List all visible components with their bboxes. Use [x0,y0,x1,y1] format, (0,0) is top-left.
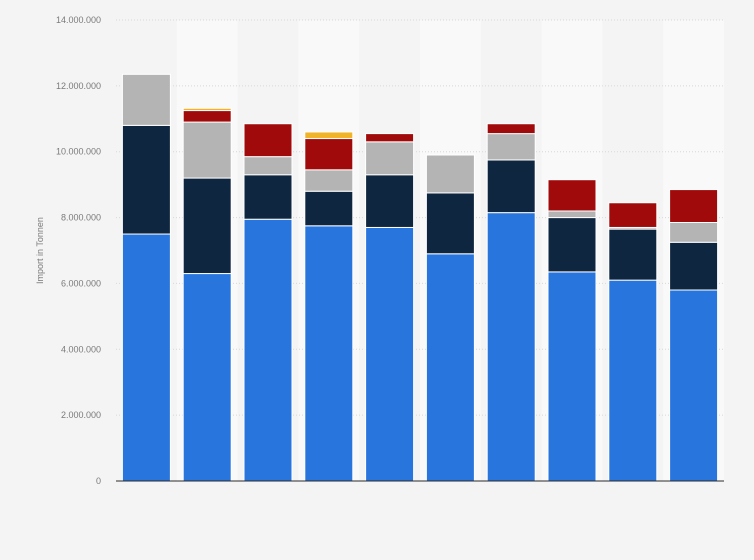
bar-7-segment-2[interactable] [486,159,536,214]
bar-8-segment-4[interactable] [547,179,597,212]
bar-5-segment-4[interactable] [365,133,415,143]
bar-4-segment-3[interactable] [304,169,354,192]
y-tick-label-7: 14.000.000 [56,15,101,25]
bar-5-segment-3[interactable] [365,141,415,176]
bar-8-segment-3[interactable] [547,210,597,219]
bar-7-segment-1[interactable] [486,212,536,482]
bar-4-segment-5[interactable] [304,131,354,140]
bar-1-segment-1[interactable] [121,233,171,482]
bar-5-segment-1[interactable] [365,226,415,482]
bar-2-segment-3[interactable] [182,121,232,179]
bar-7-segment-3[interactable] [486,133,536,161]
bar-3-segment-4[interactable] [243,123,293,158]
bar-5-segment-2[interactable] [365,174,415,228]
bar-4-segment-2[interactable] [304,190,354,227]
y-tick-label-2: 4.000.000 [61,344,101,354]
y-tick-label-4: 8.000.000 [61,213,101,223]
bar-9-segment-1[interactable] [608,279,658,482]
bar-3-segment-2[interactable] [243,174,293,220]
y-tick-label-0: 0 [96,476,101,486]
bar-6-segment-3[interactable] [425,154,475,194]
bar-2-segment-5[interactable] [182,107,232,112]
bar-6-segment-1[interactable] [425,253,475,482]
y-tick-label-6: 12.000.000 [56,81,101,91]
bar-1-segment-3[interactable] [121,73,171,126]
bar-3-segment-1[interactable] [243,218,293,482]
bar-6-segment-2[interactable] [425,192,475,255]
bar-3-segment-3[interactable] [243,156,293,176]
bar-10-segment-2[interactable] [669,241,719,291]
bar-10-segment-4[interactable] [669,189,719,224]
bar-9-segment-2[interactable] [608,228,658,281]
bar-10-segment-1[interactable] [669,289,719,482]
bar-2-segment-2[interactable] [182,177,232,275]
bar-1-segment-2[interactable] [121,124,171,235]
bar-8-segment-1[interactable] [547,271,597,482]
y-tick-label-1: 2.000.000 [61,410,101,420]
bar-2-segment-1[interactable] [182,273,232,482]
bar-8-segment-2[interactable] [547,217,597,273]
bar-7-segment-4[interactable] [486,123,536,135]
gridlines [116,19,724,416]
bar-4-segment-4[interactable] [304,138,354,171]
bar-2-segment-4[interactable] [182,110,232,123]
y-tick-label-5: 10.000.000 [56,147,101,157]
y-tick-label-3: 6.000.000 [61,278,101,288]
y-tick-labels: 0 2.000.000 4.000.000 6.000.000 8.000.000 10.… [56,15,101,486]
bar-10-segment-3[interactable] [669,222,719,243]
bars [121,73,719,482]
bar-4-segment-1[interactable] [304,225,354,482]
bar-9-segment-4[interactable] [608,202,658,228]
y-axis-title: Import in Tonnen [35,217,45,284]
